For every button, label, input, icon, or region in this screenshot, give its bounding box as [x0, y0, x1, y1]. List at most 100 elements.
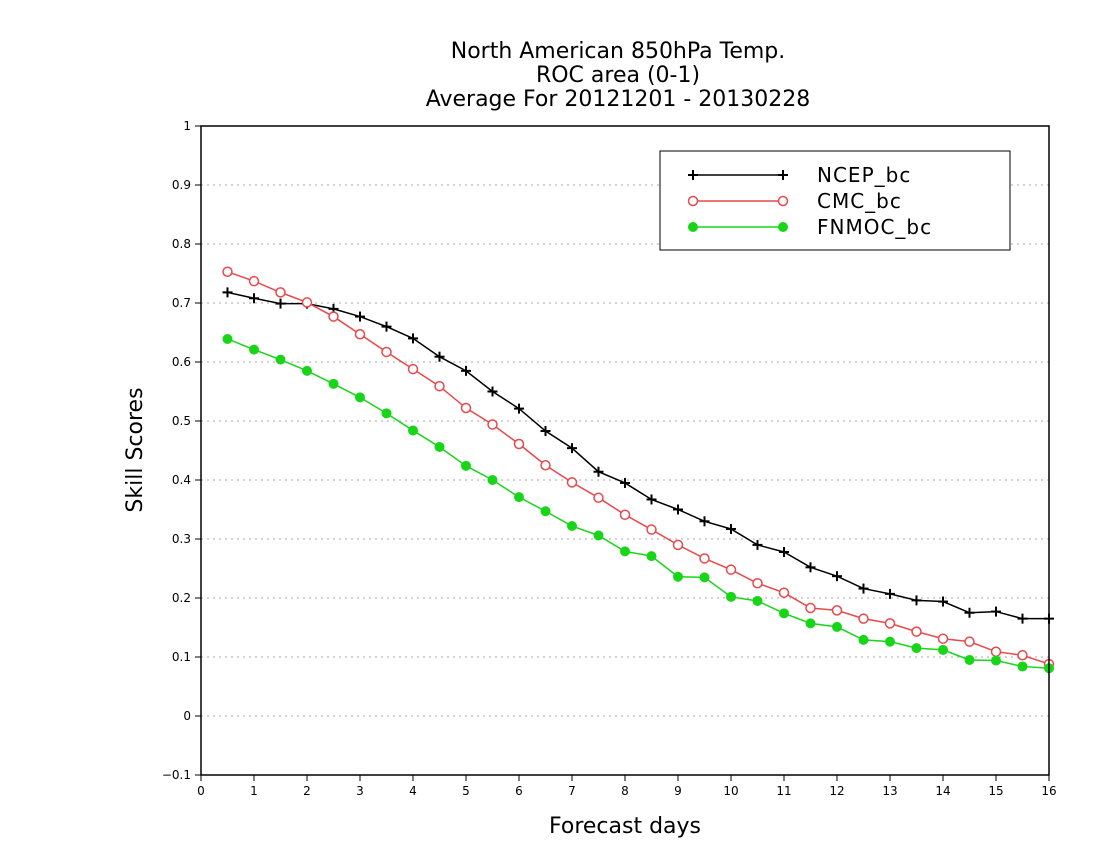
legend-marker-ncep-bc	[688, 170, 698, 180]
data-point-cmc-bc	[593, 492, 604, 503]
data-point-ncep-bc	[355, 311, 365, 322]
data-point-cmc-bc	[805, 602, 816, 614]
data-point-fnmoc-bc	[858, 634, 869, 645]
data-point-ncep-bc	[752, 539, 763, 550]
data-point-fnmoc-bc	[593, 530, 604, 541]
legend-item-ncep-bc: NCEP_bc	[688, 163, 911, 187]
data-point-fnmoc-bc	[938, 644, 948, 655]
data-point-ncep-bc	[434, 351, 445, 362]
chart-title-line-3: Average For 20121201 - 20130228	[426, 87, 811, 112]
data-point-fnmoc-bc	[434, 441, 445, 452]
data-point-fnmoc-bc	[885, 636, 895, 647]
data-point-cmc-bc	[752, 578, 763, 589]
data-point-cmc-bc	[725, 564, 737, 575]
grid-lines	[201, 184, 1049, 717]
data-point-ncep-bc	[832, 571, 842, 582]
x-tick-label: 10	[723, 784, 738, 798]
data-point-cmc-bc	[884, 618, 896, 629]
data-point-cmc-bc	[1017, 649, 1028, 661]
y-tick-label: 0.8	[172, 237, 191, 251]
data-point-fnmoc-bc	[381, 408, 392, 419]
data-point-fnmoc-bc	[699, 572, 710, 583]
chart-title-line-1: North American 850hPa Temp.	[451, 39, 786, 64]
data-point-ncep-bc	[514, 403, 524, 414]
legend-label-ncep-bc: NCEP_bc	[817, 163, 911, 187]
data-point-ncep-bc	[567, 443, 577, 454]
data-point-fnmoc-bc	[620, 546, 630, 557]
data-point-cmc-bc	[911, 626, 922, 637]
y-tick-label: −0.1	[162, 768, 191, 782]
data-point-fnmoc-bc	[805, 618, 816, 629]
data-point-ncep-bc	[964, 607, 975, 618]
legend-marker-ncep-bc	[778, 170, 788, 180]
chart-title-line-2: ROC area (0-1)	[536, 63, 700, 88]
data-point-fnmoc-bc	[249, 344, 259, 355]
legend-item-fnmoc-bc: FNMOC_bc	[688, 215, 932, 239]
axis-ticks: −0.100.10.20.30.40.50.60.70.80.910 1 2 3 4 5 6…	[162, 119, 1057, 798]
data-point-cmc-bc	[434, 380, 445, 392]
y-tick-label: 0.2	[172, 591, 191, 605]
data-point-ncep-bc	[911, 595, 922, 606]
x-tick-label: 13	[882, 784, 897, 798]
legend-marker-fnmoc-bc	[778, 222, 788, 232]
data-point-fnmoc-bc	[302, 365, 312, 376]
data-point-cmc-bc	[381, 346, 392, 358]
series-line-fnmoc-bc	[227, 338, 1050, 669]
legend-marker-cmc-bc	[777, 195, 789, 207]
data-point-cmc-bc	[540, 460, 551, 471]
data-point-cmc-bc	[778, 587, 790, 598]
y-tick-label: 0.4	[172, 473, 191, 487]
data-point-ncep-bc	[673, 504, 683, 515]
data-point-cmc-bc	[699, 553, 710, 564]
legend-item-cmc-bc: CMC_bc	[687, 189, 901, 213]
data-point-fnmoc-bc	[779, 608, 789, 619]
data-point-fnmoc-bc	[487, 475, 498, 485]
data-point-cmc-bc	[619, 509, 631, 521]
data-point-cmc-bc	[301, 297, 313, 308]
data-point-fnmoc-bc	[408, 425, 418, 436]
data-point-cmc-bc	[937, 633, 949, 644]
data-point-cmc-bc	[328, 311, 339, 322]
data-point-ncep-bc	[779, 546, 789, 557]
data-point-cmc-bc	[964, 636, 975, 647]
data-point-ncep-bc	[249, 293, 259, 304]
data-point-fnmoc-bc	[991, 655, 1001, 666]
x-tick-label: 9	[674, 784, 682, 798]
x-tick-label: 6	[515, 784, 523, 798]
data-point-cmc-bc	[513, 438, 525, 450]
data-point-ncep-bc	[408, 333, 418, 344]
x-axis-label: Forecast days	[549, 814, 701, 839]
y-tick-label: 0.3	[172, 532, 191, 546]
legend-label-fnmoc-bc: FNMOC_bc	[817, 215, 932, 239]
data-point-cmc-bc	[566, 477, 578, 488]
data-point-fnmoc-bc	[752, 595, 763, 606]
data-point-fnmoc-bc	[673, 571, 683, 582]
data-point-fnmoc-bc	[646, 551, 657, 562]
data-point-ncep-bc	[222, 287, 233, 298]
data-point-cmc-bc	[672, 539, 684, 551]
x-tick-label: 15	[988, 784, 1003, 798]
series-line-cmc-bc	[227, 271, 1050, 665]
data-point-ncep-bc	[275, 298, 286, 309]
data-point-fnmoc-bc	[1017, 661, 1028, 672]
data-point-ncep-bc	[487, 386, 498, 397]
legend-marker-cmc-bc	[687, 195, 699, 207]
data-point-cmc-bc	[222, 266, 233, 277]
x-tick-label: 4	[409, 784, 417, 798]
data-point-cmc-bc	[990, 646, 1002, 657]
x-tick-label: 1	[250, 784, 258, 798]
data-point-cmc-bc	[831, 605, 843, 616]
data-point-cmc-bc	[646, 524, 657, 535]
series-line-ncep-bc	[227, 291, 1049, 620]
y-tick-label: 1	[183, 119, 191, 133]
data-point-ncep-bc	[620, 477, 630, 488]
x-tick-label: 2	[303, 784, 311, 798]
data-point-fnmoc-bc	[964, 654, 975, 665]
data-point-ncep-bc	[938, 596, 948, 607]
data-point-ncep-bc	[593, 466, 604, 477]
y-tick-label: 0.5	[172, 414, 191, 428]
data-point-ncep-bc	[726, 523, 736, 534]
y-tick-label: 0.7	[172, 296, 191, 310]
data-point-ncep-bc	[461, 365, 471, 376]
